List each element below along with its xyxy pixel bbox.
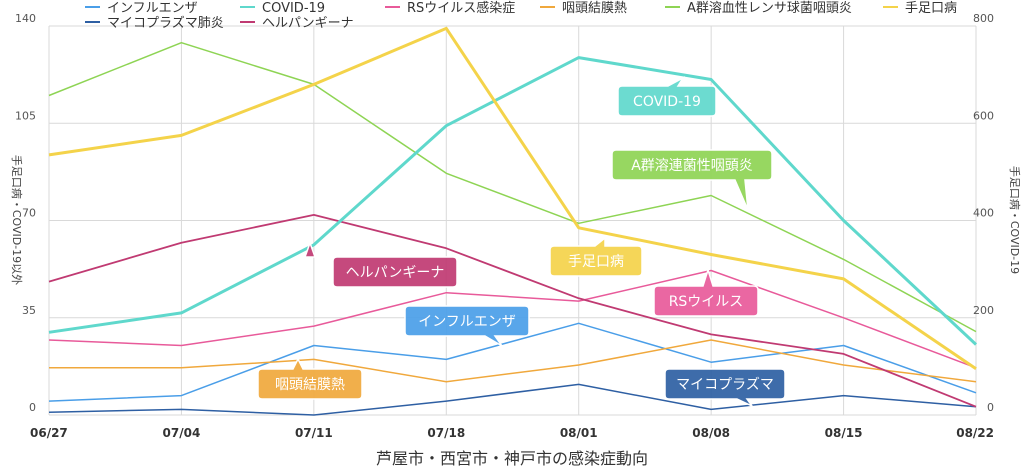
y-left-tick: 140 [15, 12, 36, 25]
series-line [48, 383, 977, 416]
y-right-tick: 0 [987, 401, 994, 414]
callout-label: ヘルパンギーナ [346, 265, 445, 281]
x-tick: 08/22 [956, 426, 994, 440]
callout-label: 手足口病 [568, 254, 624, 270]
x-tick: 07/04 [163, 426, 201, 440]
callout-box [257, 357, 363, 400]
callout: 手足口病 [549, 236, 643, 277]
y-axis-left-title: 手足口病・COVID-19以外 [10, 155, 24, 285]
callout: RSウイルス [653, 267, 759, 317]
series-line [48, 41, 977, 333]
series-line [48, 26, 977, 371]
legend-label: RSウイルス感染症 [407, 0, 515, 16]
callout-box [404, 305, 530, 347]
callout-label: RSウイルス [669, 294, 744, 310]
y-left-tick: 70 [22, 207, 36, 220]
callout-label: 咽頭結膜熱 [275, 377, 345, 393]
series-lines [48, 26, 978, 416]
callout-box [549, 236, 643, 277]
legend-label: インフルエンザ [107, 1, 198, 16]
x-axis-title: 芦屋市・西宮市・神戸市の感染症動向 [376, 449, 648, 468]
legend-label: 咽頭結膜熱 [562, 1, 627, 16]
series-line [49, 339, 977, 383]
legend-label: マイコプラズマ肺炎 [107, 15, 224, 31]
legend-label: A群溶血性レンサ球菌咽頭炎 [687, 1, 852, 16]
x-tick: 07/11 [295, 426, 333, 440]
callout: 咽頭結膜熱 [257, 357, 363, 400]
callout: ヘルパンギーナ [303, 240, 458, 288]
callout: マイコプラズマ [664, 368, 786, 408]
y-axis-right-title: 手足口病・COVID-19 [1008, 166, 1022, 274]
legend-label: 手足口病 [905, 1, 957, 16]
callout-label: マイコプラズマ [676, 377, 774, 393]
y-left-tick: 35 [22, 304, 36, 317]
x-tick: 08/15 [825, 426, 863, 440]
legend-label: ヘルパンギーナ [262, 16, 354, 31]
series-line [48, 213, 977, 408]
axis-ticks: 0 35 70 105 140 0 200 400 600 800 06/27 07/04 07/11 0… [15, 12, 994, 440]
callout: インフルエンザ [404, 305, 530, 347]
callout: A群溶連菌性咽頭炎 [611, 149, 773, 211]
callout-label: インフルエンザ [418, 314, 516, 330]
callout-box [653, 267, 759, 317]
callout-label: COVID-19 [633, 94, 701, 110]
y-left-tick: 0 [29, 401, 36, 414]
series-line [48, 269, 977, 369]
series-line [48, 322, 977, 402]
series-line [48, 56, 978, 346]
callout-box [303, 240, 458, 288]
callout-box [611, 149, 773, 211]
y-right-tick: 800 [973, 12, 994, 25]
callout-box [617, 76, 717, 117]
grid [48, 25, 977, 416]
x-tick: 07/18 [427, 426, 465, 440]
y-right-tick: 400 [973, 207, 994, 220]
y-right-tick: 600 [973, 109, 994, 122]
callout-label: A群溶連菌性咽頭炎 [631, 158, 753, 174]
callout-box [664, 368, 786, 408]
x-tick: 08/08 [692, 426, 730, 440]
callout: COVID-19 [617, 76, 717, 117]
y-left-tick: 105 [15, 109, 36, 122]
legend-label: COVID-19 [262, 1, 325, 16]
y-right-tick: 200 [973, 304, 994, 317]
x-tick: 06/27 [30, 426, 68, 440]
x-tick: 08/01 [560, 426, 598, 440]
